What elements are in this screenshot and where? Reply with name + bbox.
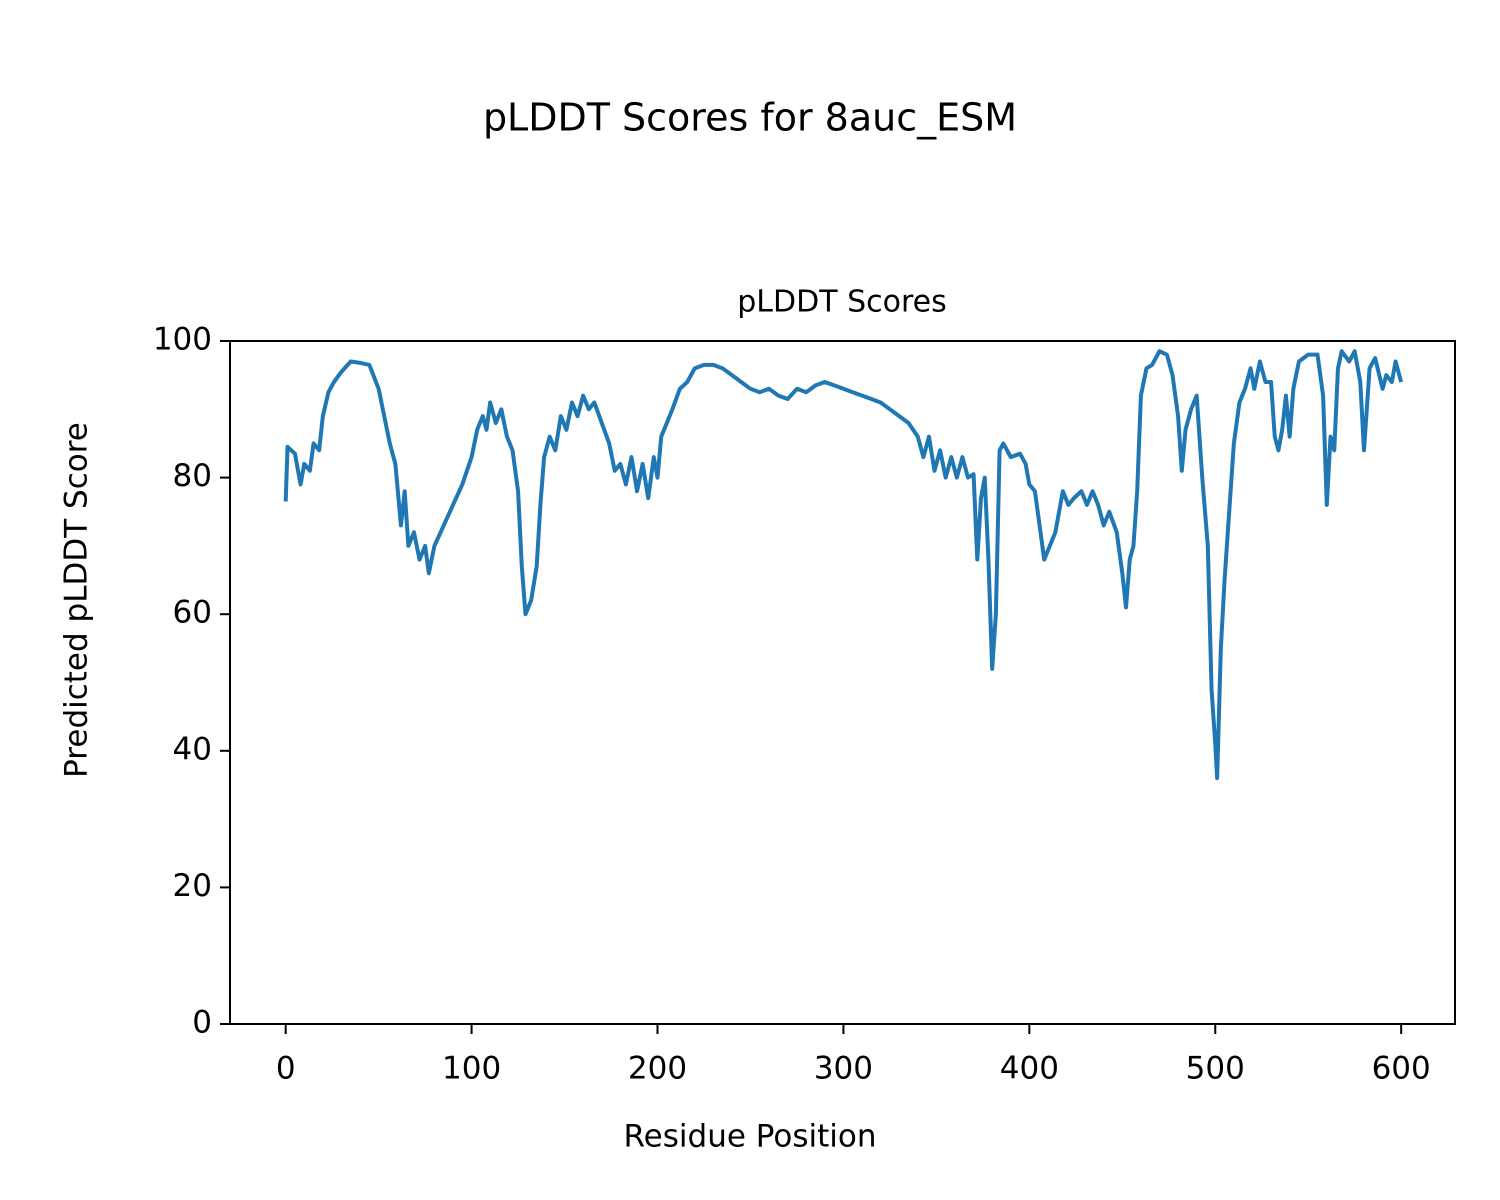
y-tick-label: 20 bbox=[173, 868, 212, 904]
y-tick-label: 40 bbox=[173, 731, 212, 767]
y-tick-label: 0 bbox=[192, 1005, 212, 1041]
x-tick-label: 300 bbox=[814, 1051, 873, 1087]
chart-subtitle: pLDDT Scores bbox=[737, 285, 946, 320]
x-axis-label: Residue Position bbox=[624, 1119, 877, 1155]
plot-frame bbox=[229, 340, 1456, 1025]
x-tick-label: 0 bbox=[276, 1051, 296, 1087]
chart-title: pLDDT Scores for 8auc_ESM bbox=[483, 96, 1017, 140]
x-tick-label: 200 bbox=[628, 1051, 687, 1087]
y-axis-label: Predicted pLDDT Score bbox=[59, 422, 95, 778]
y-tick-label: 60 bbox=[173, 595, 212, 631]
y-tick-label: 100 bbox=[153, 322, 212, 358]
x-tick-label: 400 bbox=[1000, 1051, 1059, 1087]
x-tick-label: 600 bbox=[1372, 1051, 1431, 1087]
x-tick-label: 100 bbox=[442, 1051, 501, 1087]
y-tick-label: 80 bbox=[173, 458, 212, 494]
data-line bbox=[283, 349, 1404, 781]
x-tick-label: 500 bbox=[1186, 1051, 1245, 1087]
